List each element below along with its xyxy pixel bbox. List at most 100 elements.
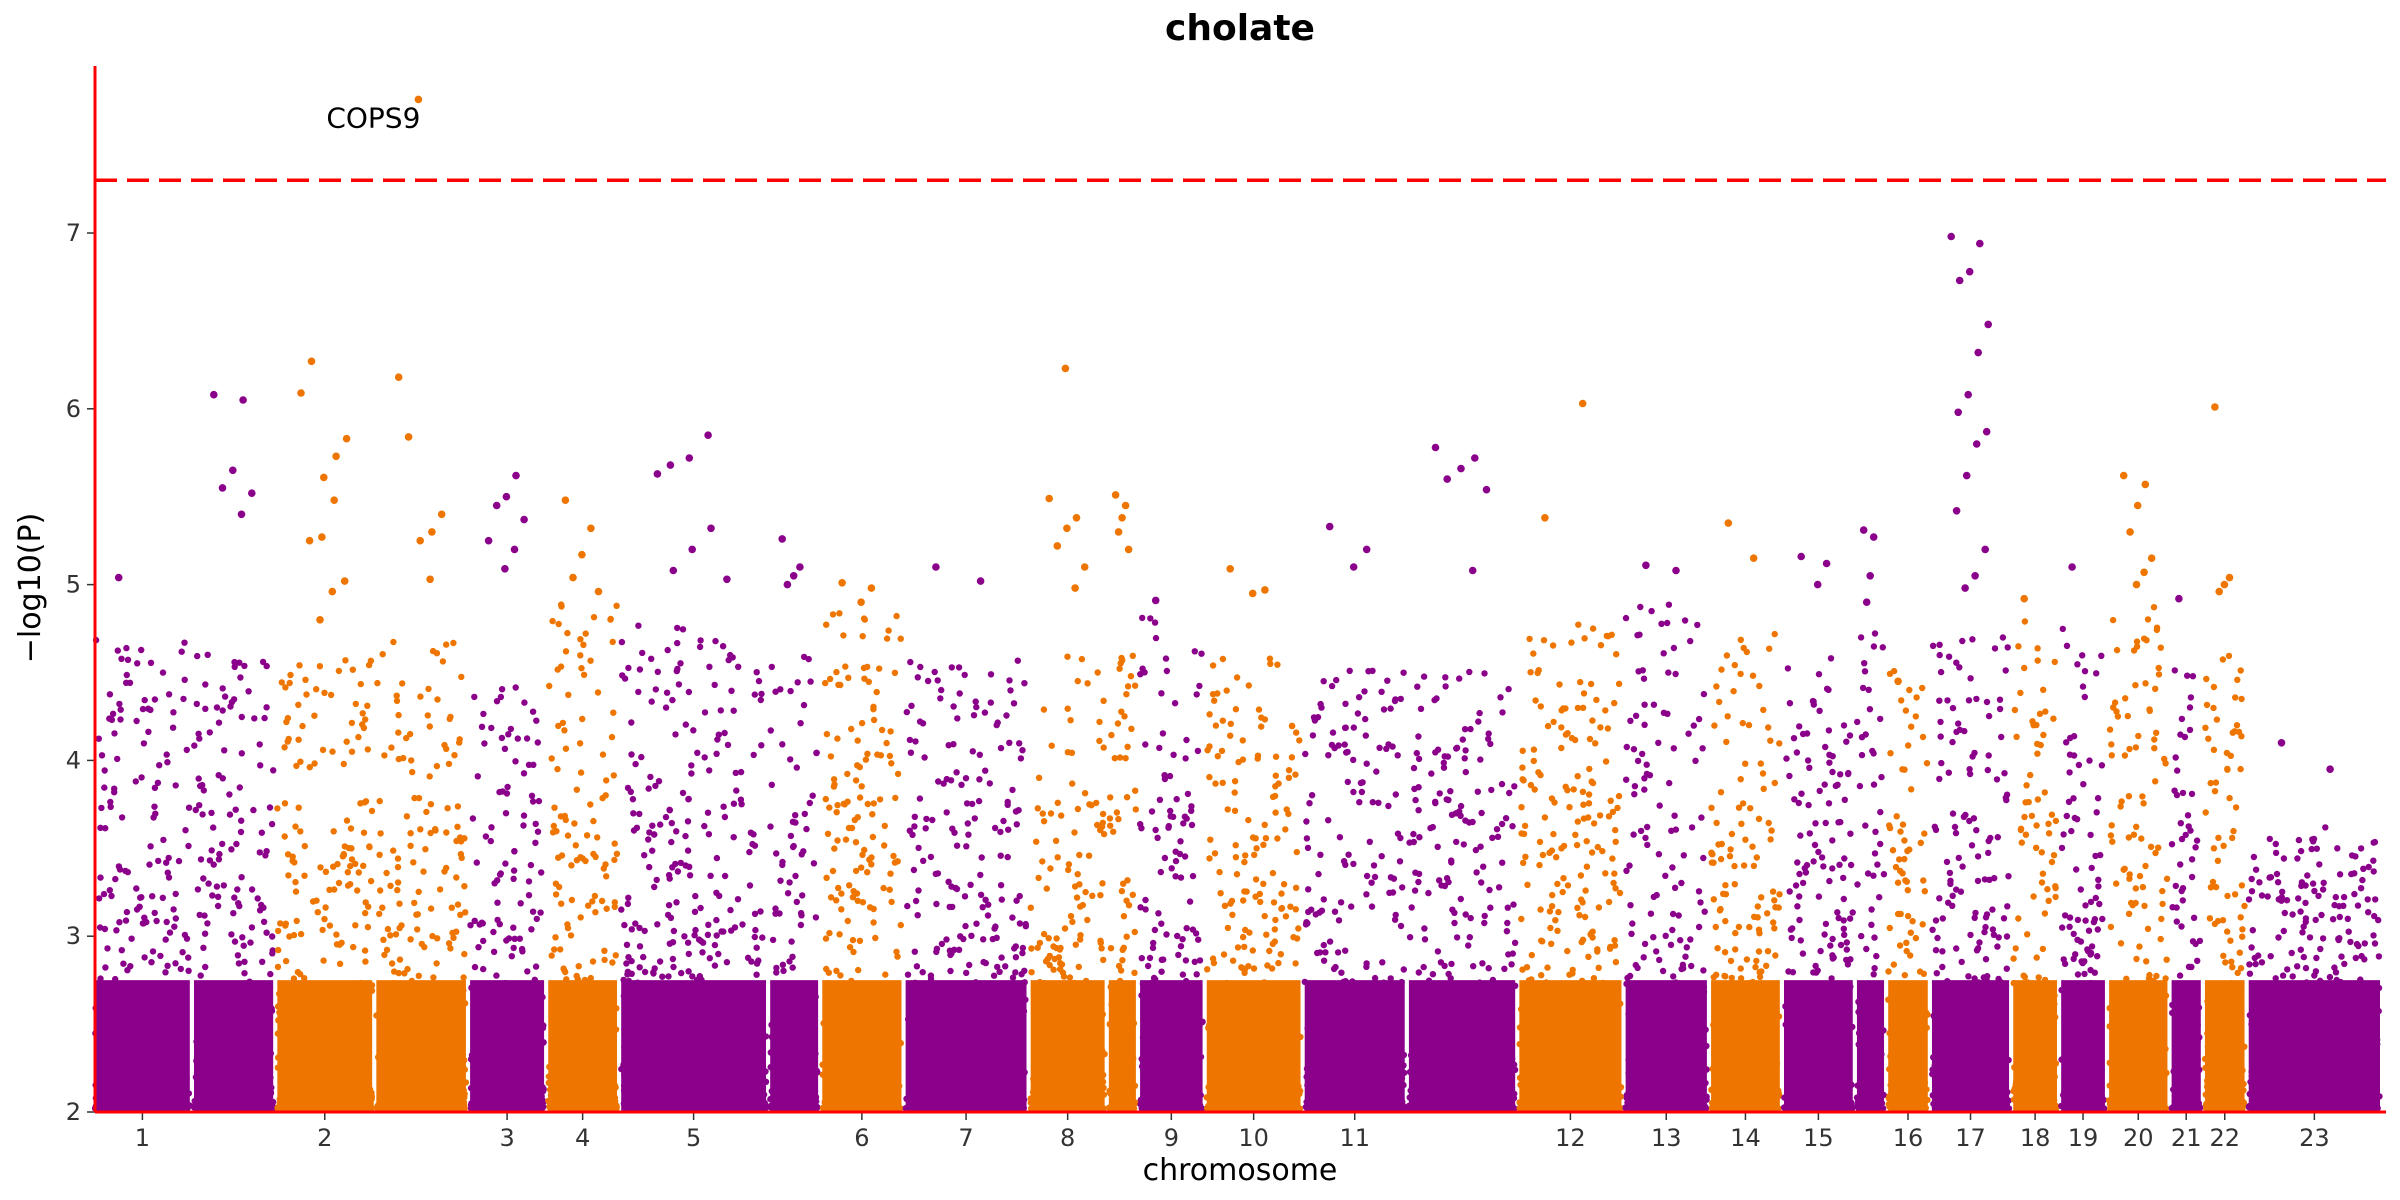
snp-point [1055,954,1063,961]
snp-point [641,968,649,976]
snp-point [446,715,453,723]
snp-point [1272,916,1279,924]
snp-point [645,785,652,792]
snp-point [1120,944,1128,951]
snp-point [394,863,402,871]
snp-point [1013,821,1020,828]
snp-point [580,641,587,648]
snp-point [107,803,114,810]
snp-point [554,765,561,773]
snp-point [789,964,796,971]
snp-point [750,751,757,759]
snp-point [646,863,653,871]
snp-point [226,811,234,818]
snp-point [997,882,1005,889]
snp-point [583,832,591,839]
snp-point [480,710,487,718]
snp-point [787,687,794,695]
snp-point [627,788,634,795]
snp-point [561,727,568,734]
snp-point [1123,933,1130,940]
snp-point [1117,967,1125,974]
snp-point [933,948,940,956]
snp-point [236,659,243,666]
snp-point [206,729,213,736]
snp-point [352,700,359,708]
snp-point [295,701,302,708]
snp-point [1160,956,1167,963]
snp-point [1142,896,1149,904]
snp-point [1081,790,1089,797]
snp-point [603,873,610,880]
snp-point [598,897,606,905]
snp-point [376,910,383,918]
snp-point [590,614,598,621]
snp-point [235,900,242,907]
snp-point [1181,813,1189,820]
snp-hit-point [796,563,804,571]
snp-point [293,762,300,770]
snp-point [505,731,512,738]
snp-point [919,969,926,976]
snp-point [344,869,351,876]
snp-point [410,859,417,866]
snp-point [792,872,799,880]
snp-point [1118,708,1125,715]
snp-point [849,894,857,901]
snp-point [169,724,177,731]
snp-point [311,760,318,767]
snp-point [1064,653,1071,660]
snp-point [1278,905,1285,912]
snp-point [313,686,320,693]
snp-point [501,745,509,752]
snp-point [151,803,158,810]
snp-point [1232,854,1240,861]
snp-point [835,681,842,688]
snp-hit-point [778,535,786,543]
snp-point [1231,789,1238,796]
snp-point [704,809,712,816]
snp-point [166,929,174,936]
snp-point [488,824,495,831]
snp-point [720,803,727,810]
snp-point [117,716,124,723]
snp-point [728,687,735,694]
snp-point [523,735,531,742]
snp-point [836,610,843,617]
snp-point [1137,821,1144,828]
snp-hit-point [320,473,328,482]
snp-point [415,972,422,979]
snp-point [250,806,257,814]
snp-point [422,846,429,853]
snp-point [625,894,632,901]
snp-point [973,920,980,927]
snp-point [140,740,148,747]
snp-point [730,707,737,714]
snp-hit-point [578,550,586,559]
snp-point [219,840,226,848]
snp-point [1193,691,1200,698]
snp-point [670,963,677,971]
snp-point [1007,687,1014,694]
snp-point [181,639,188,646]
snp-point [96,924,104,931]
snp-point [746,882,754,889]
snp-point [141,696,148,704]
snp-point [787,832,795,840]
snp-point [641,927,648,935]
snp-point [826,804,833,811]
snp-point [236,784,243,791]
snp-hit-point [502,492,511,501]
snp-density-band [193,980,274,1112]
snp-point [510,875,517,882]
snp-point [962,922,969,930]
snp-point [685,795,692,803]
snp-point [594,834,601,841]
snp-point [427,905,435,912]
snp-point [1124,743,1131,750]
snp-point [549,829,557,836]
snp-point [551,946,558,953]
snp-point [667,914,675,921]
snp-point [226,791,233,798]
snp-point [1050,943,1057,950]
